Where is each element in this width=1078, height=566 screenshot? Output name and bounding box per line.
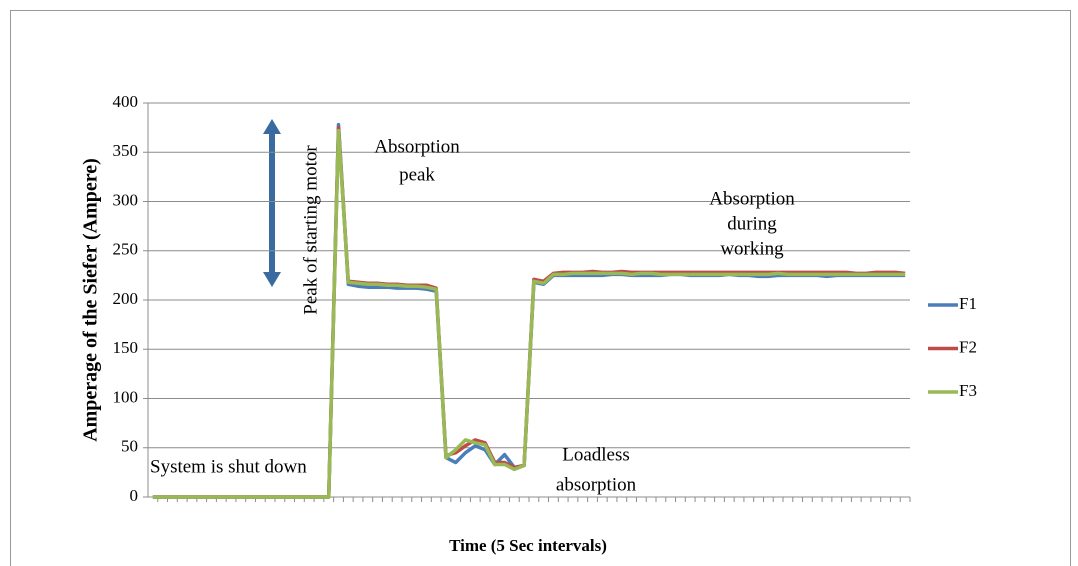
annotation: Absorption [709,188,795,209]
chart-frame [10,10,1071,566]
y-tick-label: 300 [113,190,139,209]
x-axis-title: Time (5 Sec intervals) [449,536,607,555]
annotation: peak [399,164,435,185]
legend-label: F1 [959,294,977,313]
annotation: working [720,238,784,259]
data-line [152,128,906,499]
y-axis-title: Amperage of the Siefer (Ampere) [80,158,102,442]
legend-label: F2 [959,337,977,356]
y-tick-label: 400 [113,92,139,111]
annotation: Loadless [562,444,630,465]
legend-label: F3 [959,381,977,400]
annotation: during [727,213,777,234]
y-tick-label: 50 [121,437,138,456]
y-tick-label: 150 [113,338,139,357]
y-tick-label: 250 [113,240,139,259]
y-tick-label: 350 [113,141,139,160]
annotation: absorption [556,474,637,495]
annotation: System is shut down [150,456,307,477]
y-tick-label: 100 [113,387,139,406]
annotation: Peak of starting motor [300,145,321,315]
annotation: Absorption [374,136,460,157]
y-tick-label: 0 [130,486,139,505]
y-tick-label: 200 [113,289,139,308]
